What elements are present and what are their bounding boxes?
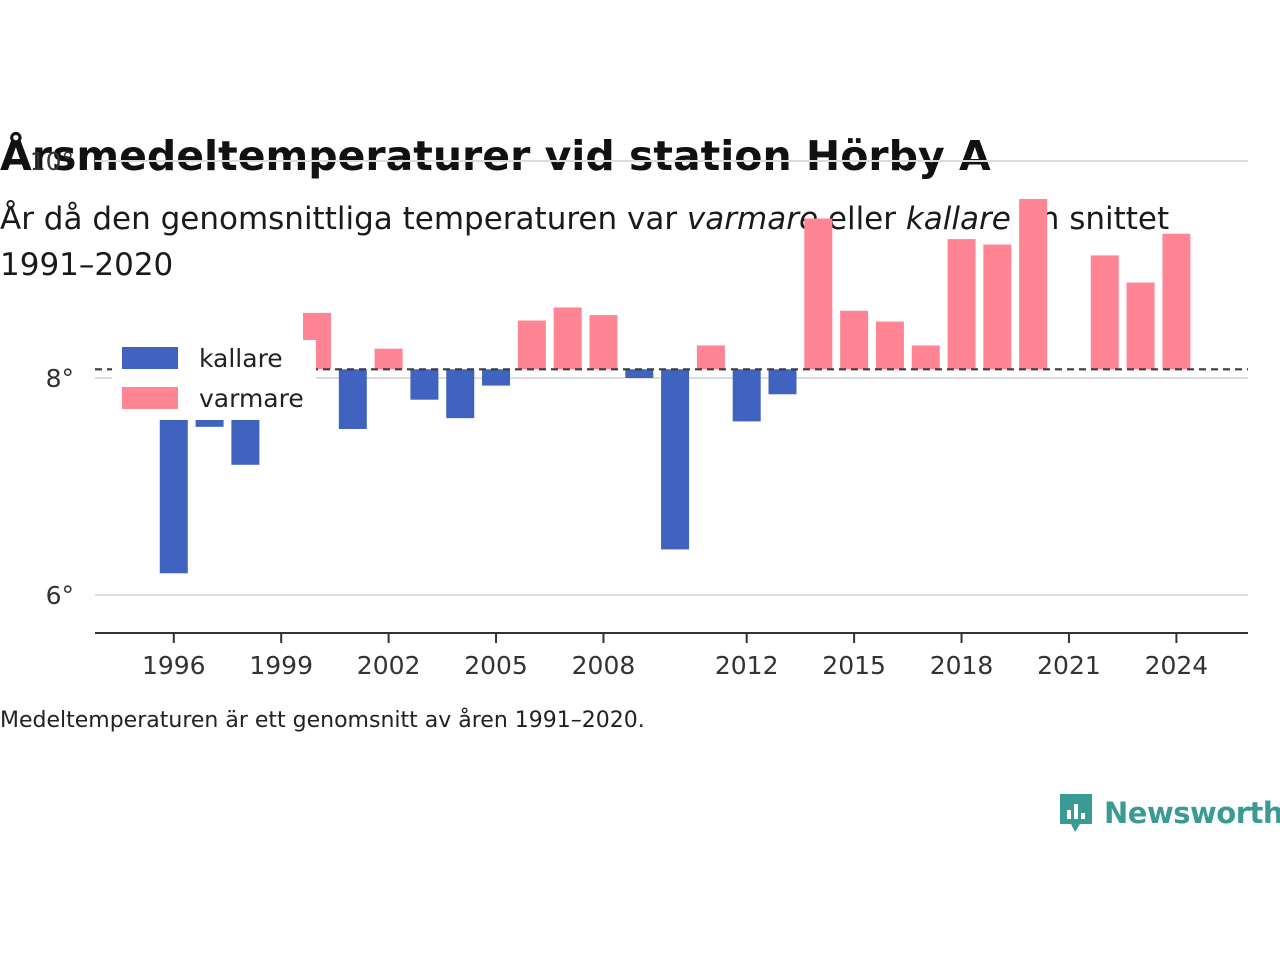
bar-warmer <box>517 320 546 370</box>
bar-colder <box>410 369 439 400</box>
footnote: Medeltemperaturen är ett genomsnitt av å… <box>0 708 645 733</box>
chart-title: Årsmedeltemperaturer vid station Hörby A <box>0 132 991 180</box>
bar-warmer <box>1162 233 1191 370</box>
bar-warmer <box>589 315 618 370</box>
x-tick-label: 1999 <box>249 651 313 680</box>
bar-colder <box>625 369 654 378</box>
bar-warmer <box>840 310 869 370</box>
x-tick-label: 2024 <box>1145 651 1209 680</box>
subtitle-text-1: År då den genomsnittliga temperaturen va… <box>0 201 687 237</box>
bar-warmer <box>696 345 725 370</box>
bar-warmer <box>947 239 976 370</box>
bar-colder <box>446 369 475 419</box>
newsworthy-logo-icon <box>1060 794 1092 832</box>
bar-warmer <box>1090 255 1119 370</box>
y-tick-label: 10° <box>30 147 74 176</box>
x-tick-label: 2008 <box>572 651 636 680</box>
bar-warmer <box>911 345 940 370</box>
bar-colder <box>768 369 797 395</box>
legend-swatch-warm <box>122 387 178 409</box>
x-tick-label: 2018 <box>930 651 994 680</box>
x-tick-label: 2021 <box>1037 651 1101 680</box>
x-tick-label: 1996 <box>142 651 206 680</box>
subtitle-warm-word: varmare <box>686 201 819 237</box>
newsworthy-logo: Newsworthy <box>1058 790 1280 836</box>
x-tick-label: 2002 <box>357 651 421 680</box>
bar-colder <box>661 369 690 550</box>
temperature-bar-chart: 6° 8° 10° 1996 1999 2002 2005 2008 2012 2015 2018 2… <box>30 147 1248 680</box>
bar-warmer <box>1019 198 1048 370</box>
brand-name: Newsworthy <box>1104 796 1280 830</box>
bar-warmer <box>804 218 833 370</box>
chart-subtitle: År då den genomsnittliga temperaturen va… <box>0 196 1240 288</box>
bar-colder <box>338 369 367 429</box>
subtitle-cold-word: kallare <box>905 201 1011 237</box>
bar-warmer <box>1126 282 1155 370</box>
y-tick-label: 8° <box>46 364 74 393</box>
bar-colder <box>482 369 511 386</box>
x-tick-label: 2005 <box>464 651 528 680</box>
x-tick-label: 2012 <box>715 651 779 680</box>
subtitle-text-2: eller <box>818 201 906 237</box>
bar-warmer <box>553 307 582 370</box>
y-tick-label: 6° <box>46 581 74 610</box>
bar-warmer <box>875 321 904 370</box>
legend-label-cold: kallare <box>199 344 283 373</box>
legend-swatch-cold <box>122 347 178 369</box>
bar-warmer <box>983 244 1012 370</box>
x-tick-label: 2015 <box>822 651 886 680</box>
bar-colder <box>732 369 761 422</box>
bar-warmer <box>374 348 403 370</box>
legend-label-warm: varmare <box>199 384 304 413</box>
